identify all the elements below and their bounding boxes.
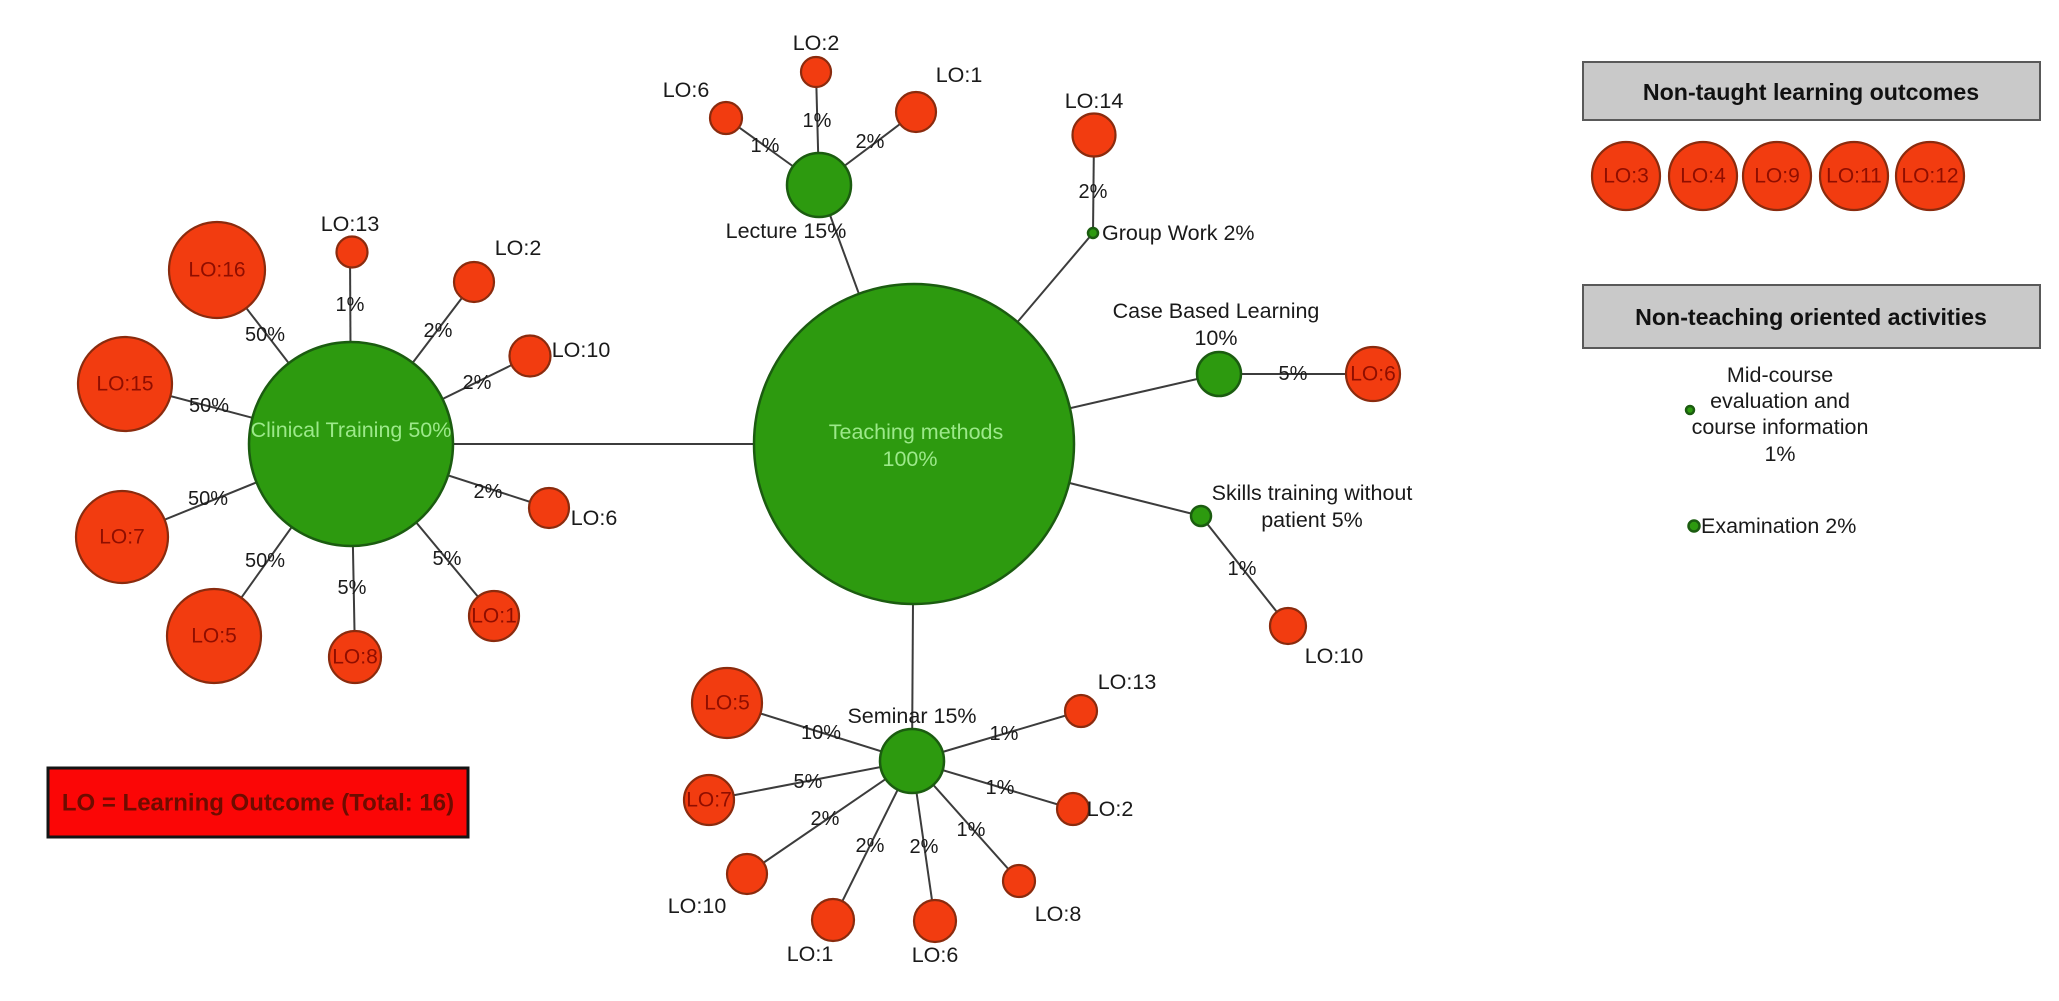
svg-text:2%: 2%: [856, 131, 885, 153]
svg-text:LO:6: LO:6: [663, 78, 710, 102]
svg-text:1%: 1%: [336, 294, 365, 316]
svg-text:LO:13: LO:13: [1098, 670, 1157, 694]
svg-text:2%: 2%: [856, 835, 885, 857]
svg-text:Mid-course: Mid-course: [1727, 363, 1833, 387]
svg-text:1%: 1%: [1764, 442, 1795, 466]
svg-text:5%: 5%: [338, 577, 367, 599]
svg-text:LO:7: LO:7: [99, 526, 145, 549]
svg-text:patient 5%: patient 5%: [1261, 508, 1363, 532]
svg-text:LO:15: LO:15: [96, 373, 153, 396]
svg-text:50%: 50%: [189, 395, 229, 417]
svg-text:Examination 2%: Examination 2%: [1701, 514, 1856, 538]
svg-text:2%: 2%: [1079, 181, 1108, 203]
svg-text:LO:2: LO:2: [793, 31, 840, 55]
svg-text:Clinical Training 50%: Clinical Training 50%: [251, 418, 452, 442]
svg-text:LO:16: LO:16: [188, 259, 245, 282]
svg-text:2%: 2%: [910, 836, 939, 858]
svg-text:LO:9: LO:9: [1754, 165, 1800, 188]
svg-text:50%: 50%: [245, 324, 285, 346]
svg-text:100%: 100%: [883, 447, 938, 471]
svg-text:50%: 50%: [188, 488, 228, 510]
svg-text:5%: 5%: [433, 548, 462, 570]
svg-text:5%: 5%: [794, 771, 823, 793]
svg-text:LO:10: LO:10: [1305, 644, 1364, 668]
svg-text:LO:6: LO:6: [912, 943, 959, 967]
svg-text:LO:3: LO:3: [1603, 165, 1649, 188]
svg-text:LO = Learning Outcome (Total:: LO = Learning Outcome (Total: 16): [62, 790, 454, 817]
svg-text:LO:6: LO:6: [1350, 363, 1396, 386]
svg-text:LO:13: LO:13: [321, 212, 380, 236]
svg-text:LO:7: LO:7: [686, 789, 732, 812]
svg-text:1%: 1%: [751, 135, 780, 157]
svg-text:LO:14: LO:14: [1065, 89, 1124, 113]
svg-text:Teaching methods: Teaching methods: [829, 420, 1004, 444]
svg-text:LO:1: LO:1: [787, 942, 834, 966]
svg-text:evaluation and: evaluation and: [1710, 389, 1850, 413]
svg-text:Non-teaching oriented activiti: Non-teaching oriented activities: [1635, 304, 1987, 330]
svg-text:Lecture 15%: Lecture 15%: [726, 219, 847, 243]
svg-text:10%: 10%: [1194, 326, 1237, 350]
svg-text:1%: 1%: [990, 723, 1019, 745]
svg-text:LO:8: LO:8: [332, 646, 378, 669]
svg-text:LO:12: LO:12: [1901, 165, 1958, 188]
svg-text:2%: 2%: [474, 481, 503, 503]
svg-text:50%: 50%: [245, 550, 285, 572]
svg-text:LO:8: LO:8: [1035, 902, 1082, 926]
svg-text:1%: 1%: [803, 110, 832, 132]
svg-text:LO:5: LO:5: [704, 692, 750, 715]
svg-text:LO:6: LO:6: [571, 506, 618, 530]
svg-text:LO:1: LO:1: [471, 605, 517, 628]
svg-text:1%: 1%: [1228, 558, 1257, 580]
svg-text:10%: 10%: [801, 722, 841, 744]
svg-text:LO:4: LO:4: [1680, 165, 1726, 188]
svg-text:2%: 2%: [463, 372, 492, 394]
svg-text:1%: 1%: [957, 819, 986, 841]
svg-text:LO:5: LO:5: [191, 625, 237, 648]
svg-text:Group Work 2%: Group Work 2%: [1102, 221, 1255, 245]
svg-text:LO:1: LO:1: [936, 63, 983, 87]
svg-text:2%: 2%: [424, 320, 453, 342]
svg-text:LO:2: LO:2: [495, 236, 542, 260]
svg-text:Case Based Learning: Case Based Learning: [1113, 299, 1320, 323]
svg-text:LO:11: LO:11: [1826, 165, 1882, 188]
svg-text:Non-taught learning outcomes: Non-taught learning outcomes: [1643, 79, 1979, 105]
svg-text:LO:2: LO:2: [1087, 797, 1134, 821]
svg-text:1%: 1%: [986, 777, 1015, 799]
svg-text:Seminar 15%: Seminar 15%: [847, 704, 976, 728]
svg-text:course information: course information: [1692, 415, 1869, 439]
svg-text:2%: 2%: [811, 808, 840, 830]
svg-text:LO:10: LO:10: [552, 338, 611, 362]
svg-text:LO:10: LO:10: [668, 894, 727, 918]
svg-text:5%: 5%: [1279, 363, 1308, 385]
svg-text:Skills training without: Skills training without: [1212, 481, 1413, 505]
